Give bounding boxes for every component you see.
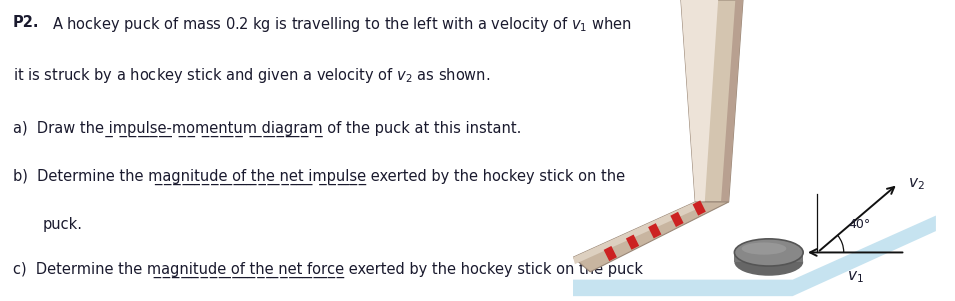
Text: $v_2$: $v_2$ — [907, 176, 924, 192]
Polygon shape — [573, 202, 729, 272]
Text: a)  Draw the i̲m̲p̲u̲l̲s̲e̲-̲m̲o̲m̲e̲n̲t̲u̲m̲ ̲d̲i̲a̲g̲r̲a̲m̲ of the puck at thi: a) Draw the i̲m̲p̲u̲l̲s̲e̲-̲m̲o̲m̲e̲n̲t̲… — [13, 120, 521, 137]
Text: puck.: puck. — [43, 217, 83, 232]
Text: P2.: P2. — [13, 15, 39, 30]
Polygon shape — [670, 212, 684, 227]
Polygon shape — [573, 202, 695, 264]
Text: A hockey puck of mass 0.2 kg is travelling to the left with a velocity of $v_1$ : A hockey puck of mass 0.2 kg is travelli… — [53, 15, 632, 34]
Polygon shape — [573, 216, 936, 296]
Ellipse shape — [734, 239, 803, 266]
Polygon shape — [721, 0, 743, 202]
Polygon shape — [734, 253, 803, 262]
Polygon shape — [648, 223, 662, 238]
Text: c)  Determine the m̲a̲g̲n̲i̲t̲u̲d̲e̲ ̲o̲f̲ ̲t̲h̲e̲ ̲n̲e̲t̲ ̲f̲o̲r̲c̲e̲ exerted b: c) Determine the m̲a̲g̲n̲i̲t̲u̲d̲e̲ ̲o̲f… — [13, 262, 643, 278]
Text: 40°: 40° — [848, 218, 870, 231]
Text: $v_1$: $v_1$ — [847, 269, 863, 285]
Polygon shape — [681, 0, 743, 202]
Polygon shape — [692, 200, 706, 216]
Text: it is struck by a hockey stick and given a velocity of $v_2$ as shown.: it is struck by a hockey stick and given… — [13, 66, 490, 85]
Polygon shape — [604, 246, 617, 261]
Text: b)  Determine the m̲a̲g̲n̲i̲t̲u̲d̲e̲ ̲o̲f̲ ̲t̲h̲e̲ ̲n̲e̲t̲ ̲i̲m̲p̲u̲l̲s̲e̲ exert: b) Determine the m̲a̲g̲n̲i̲t̲u̲d̲e̲ ̲o̲f… — [13, 169, 626, 185]
Polygon shape — [681, 0, 718, 202]
Polygon shape — [626, 234, 639, 250]
Ellipse shape — [734, 249, 803, 276]
Ellipse shape — [742, 242, 786, 255]
